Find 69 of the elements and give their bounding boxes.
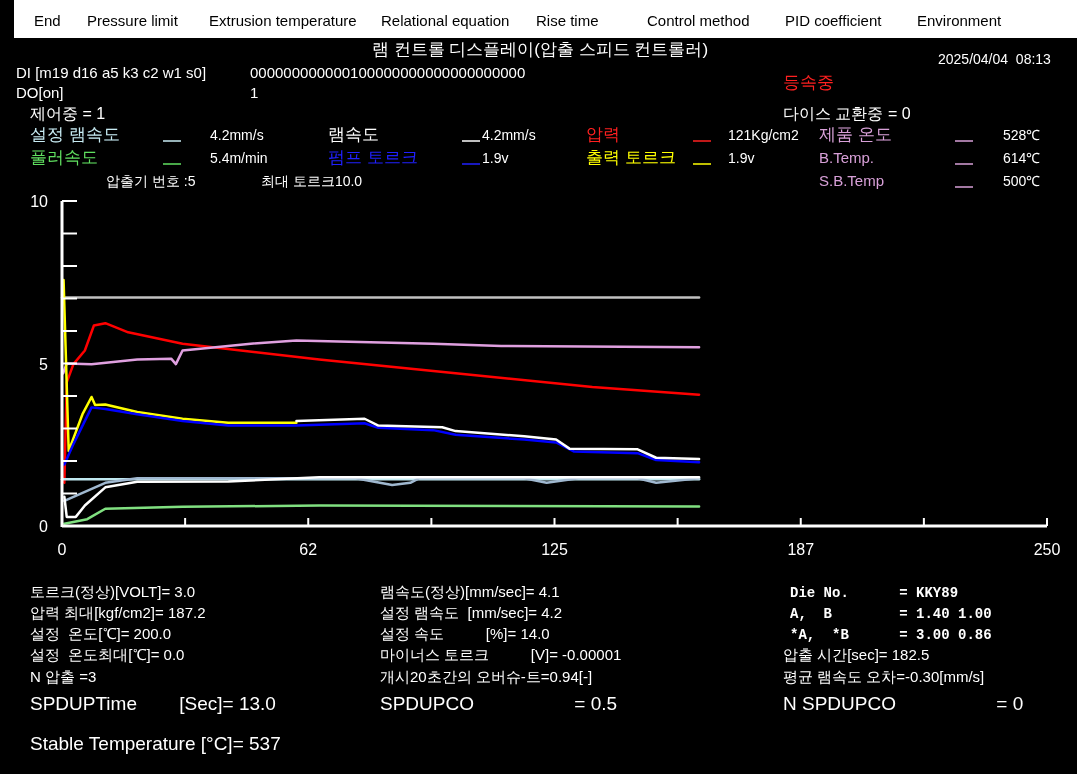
text: PID coefficient	[785, 12, 883, 29]
line-series	[295, 417, 701, 461]
text: 5.4m/min	[210, 150, 268, 166]
text: Rise time	[536, 12, 599, 29]
text: End	[34, 12, 61, 29]
line-series	[63, 406, 701, 466]
text: N 압출 =3	[30, 668, 97, 685]
line-series	[62, 278, 298, 453]
x-tick-label: 0	[57, 541, 67, 558]
y-tick-label: 5	[39, 355, 49, 373]
text: SPDUPTime [Sec]= 13.0	[30, 693, 276, 714]
text: Die No. = KKY89	[790, 585, 959, 601]
text: 램속도(정상)[mm/sec]= 4.1	[380, 583, 560, 600]
text: 000000000000100000000000000000000	[250, 64, 526, 81]
text: 개시20초간의 오버슈-트=0.94[-]	[380, 668, 593, 685]
text: 614℃	[1003, 150, 1041, 166]
x-tick-label: 62	[299, 541, 318, 558]
text: DO[on]	[16, 84, 64, 101]
text: Pressure limit	[87, 12, 179, 29]
text: N SPDUPCO = 0	[783, 693, 1024, 714]
text: 토르크(정상)[VOLT]= 3.0	[30, 583, 196, 600]
text: 설정 램속도 [mm/sec]= 4.2	[380, 604, 563, 621]
text: B.Temp.	[819, 149, 875, 166]
text: 출력 토르크	[586, 148, 676, 167]
text: 1.9v	[728, 150, 755, 166]
text: 2025/04/04 08:13	[938, 51, 1052, 67]
text: 4.2mm/s	[210, 127, 264, 143]
text: 마이너스 토르크 [V]= -0.00001	[380, 646, 622, 663]
text: 설정 램속도	[30, 125, 120, 144]
text: Environment	[917, 12, 1003, 29]
text: 1.9v	[482, 150, 509, 166]
chart-title: 램 컨트롤 디스플레이(압출 스피드 컨트롤러)	[371, 40, 709, 59]
x-tick-label: 125	[541, 541, 568, 558]
text: 최대 토르크10.0	[261, 173, 363, 189]
line-series	[63, 504, 701, 525]
y-tick-label: 10	[30, 193, 49, 210]
text: 500℃	[1003, 173, 1041, 189]
text: 압력	[586, 125, 620, 144]
text: Stable Temperature [°C]= 537	[30, 733, 281, 754]
text: *A, *B = 3.00 0.86	[790, 627, 992, 643]
text: 설정 온도최대[℃]= 0.0	[30, 646, 185, 663]
text: 설정 온도[℃]= 200.0	[30, 625, 172, 642]
text: 등속중	[783, 73, 834, 92]
text: 펌프 토르크	[328, 148, 418, 167]
text: 528℃	[1003, 127, 1041, 143]
text: 제어중 = 1	[30, 105, 106, 122]
text: 설정 속도 [%]= 14.0	[380, 625, 550, 642]
text: 압출 시간[sec]= 182.5	[783, 646, 930, 663]
x-tick-label: 250	[1033, 541, 1061, 558]
text: 압력 최대[kgf/cm2]= 187.2	[30, 604, 206, 621]
text: 4.2mm/s	[482, 127, 536, 143]
text: Relational equation	[381, 12, 510, 29]
x-tick-label: 187	[787, 541, 815, 558]
text: 121Kg/cm2	[728, 127, 800, 143]
text: Extrusion temperature	[209, 12, 357, 29]
text: 다이스 교환중 = 0	[783, 105, 911, 122]
text: 평균 램속도 오차=-0.30[mm/s]	[783, 668, 985, 685]
text: 제품 온도	[819, 125, 892, 144]
text: SPDUPCO = 0.5	[380, 693, 618, 714]
text: 램속도	[328, 125, 379, 144]
text: S.B.Temp	[819, 172, 885, 189]
text: 압출기 번호 :5	[106, 173, 196, 189]
line-series	[61, 339, 701, 375]
text: 1	[250, 84, 259, 101]
text: 풀러속도	[30, 148, 98, 167]
text: DI [m19 d16 a5 k3 c2 w1 s0]	[16, 64, 207, 81]
text: A, B = 1.40 1.00	[790, 606, 992, 622]
text: Control method	[647, 12, 750, 29]
y-tick-label: 0	[39, 518, 49, 535]
